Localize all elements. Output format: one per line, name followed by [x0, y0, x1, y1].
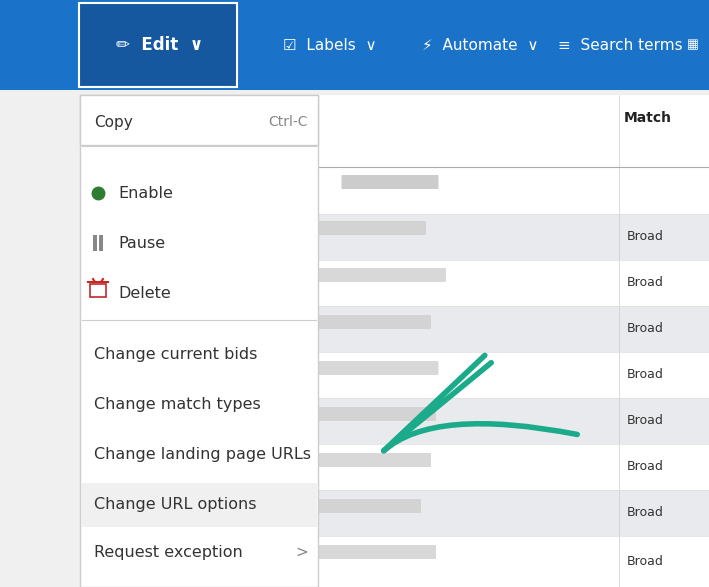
Text: Broad: Broad — [627, 369, 664, 382]
Bar — [93, 235, 97, 251]
Bar — [81, 483, 317, 527]
FancyBboxPatch shape — [342, 175, 438, 189]
Bar — [318, 168, 709, 214]
Bar — [79, 3, 237, 87]
FancyBboxPatch shape — [314, 221, 426, 235]
Bar — [80, 95, 318, 145]
Bar — [318, 536, 709, 587]
Bar — [0, 0, 709, 90]
Text: Broad: Broad — [627, 414, 664, 427]
Bar — [318, 490, 709, 536]
FancyBboxPatch shape — [294, 407, 436, 421]
Text: Broad: Broad — [627, 231, 664, 244]
FancyBboxPatch shape — [309, 499, 421, 513]
Bar — [318, 398, 709, 444]
FancyBboxPatch shape — [299, 315, 431, 329]
Bar — [318, 260, 709, 306]
FancyBboxPatch shape — [291, 361, 438, 375]
Text: Change landing page URLs: Change landing page URLs — [94, 447, 311, 463]
Bar — [90, 284, 106, 297]
Bar — [318, 214, 709, 260]
FancyBboxPatch shape — [284, 268, 446, 282]
Text: ✏  Edit  ∨: ✏ Edit ∨ — [116, 36, 203, 54]
Bar — [318, 0, 709, 587]
Text: ⚡  Automate  ∨: ⚡ Automate ∨ — [422, 38, 538, 52]
Text: Ctrl-C: Ctrl-C — [269, 115, 308, 129]
Text: Broad: Broad — [627, 555, 664, 568]
Text: Copy: Copy — [94, 114, 133, 130]
Text: Delete: Delete — [118, 285, 171, 301]
Text: ☑  Labels  ∨: ☑ Labels ∨ — [283, 38, 376, 52]
Text: ≡  Search terms: ≡ Search terms — [558, 38, 682, 52]
Text: Broad: Broad — [627, 460, 664, 474]
FancyBboxPatch shape — [294, 545, 436, 559]
Bar — [318, 352, 709, 398]
Text: Request exception: Request exception — [94, 545, 242, 559]
Text: >: > — [295, 545, 308, 559]
Bar — [80, 95, 318, 587]
Text: Broad: Broad — [627, 276, 664, 289]
FancyBboxPatch shape — [299, 453, 431, 467]
Text: Change match types: Change match types — [94, 397, 261, 413]
Text: Change URL options: Change URL options — [94, 498, 257, 512]
Text: Enable: Enable — [118, 185, 173, 201]
Text: Pause: Pause — [118, 235, 165, 251]
Text: Match: Match — [624, 111, 672, 125]
Bar — [318, 306, 709, 352]
Text: Broad: Broad — [627, 507, 664, 519]
Bar — [318, 444, 709, 490]
Text: Broad: Broad — [627, 322, 664, 336]
Bar — [99, 235, 103, 251]
Bar — [318, 95, 709, 168]
Text: Change current bids: Change current bids — [94, 348, 257, 363]
Text: ▦: ▦ — [687, 39, 699, 52]
